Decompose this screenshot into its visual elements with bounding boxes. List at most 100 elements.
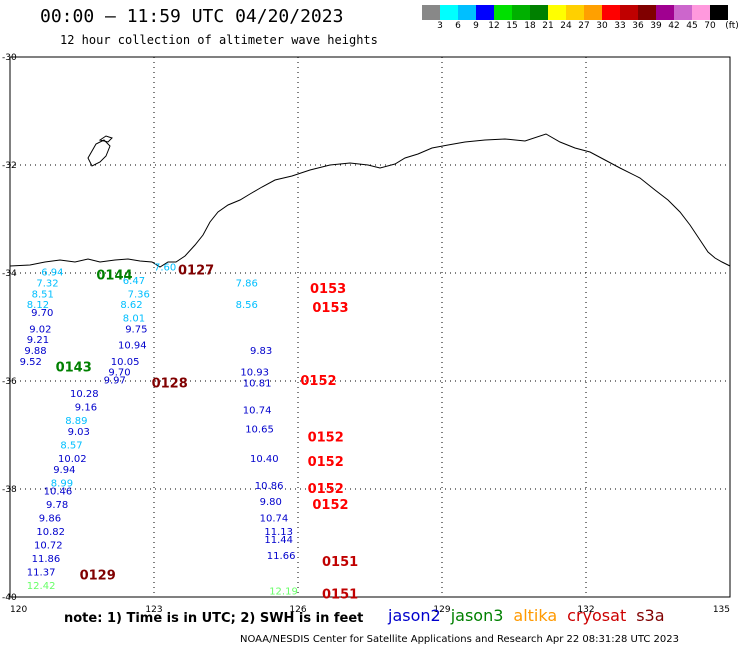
wave-height-value: 9.70 [108, 368, 130, 379]
pass-id-label: 0128 [152, 377, 188, 392]
wave-height-value: 7.60 [154, 262, 176, 273]
colorbar-swatch [620, 5, 638, 20]
colorbar-labels: 3 6 9 12 15 18 21 24 27 30 33 36 39 42 45 70 (ft) [422, 21, 740, 33]
legend-jason3: jason3 [450, 606, 504, 625]
wave-height-value: 7.36 [128, 289, 150, 300]
wave-height-value: 8.01 [123, 314, 145, 325]
colorbar-label: 15 [506, 21, 518, 31]
pass-id-label: 0127 [178, 263, 214, 278]
colorbar-swatch [422, 5, 440, 20]
wave-height-value: 10.46 [44, 486, 73, 497]
lon-tick-label: 126 [289, 605, 306, 615]
island [87, 139, 111, 167]
colorbar-label: 9 [473, 21, 479, 31]
wave-height-value: 6.94 [41, 268, 63, 279]
wave-height-value: 10.93 [240, 368, 269, 379]
colorbar-swatch [530, 5, 548, 20]
wave-height-colorbar [422, 5, 728, 20]
wave-height-value: 9.80 [260, 497, 282, 508]
legend-s3a: s3a [636, 606, 665, 625]
legend-jason2: jason2 [388, 606, 441, 625]
lat-tick-label: -30 [2, 53, 17, 63]
wave-height-value: 8.57 [60, 441, 82, 452]
wave-height-value: 10.40 [250, 454, 279, 465]
wave-height-value: 9.88 [24, 346, 46, 357]
colorbar-label: 39 [650, 21, 662, 31]
lat-tick-label: -40 [2, 593, 17, 603]
pass-id-label: 0152 [312, 498, 348, 513]
colorbar-swatch [566, 5, 584, 20]
altimeter-tracks: 9.709.029.219.889.5210.289.169.0310.029.… [20, 262, 298, 597]
wave-height-value: 10.05 [111, 357, 140, 368]
colorbar-label: 24 [560, 21, 572, 31]
colorbar-swatch [584, 5, 602, 20]
colorbar-swatch [458, 5, 476, 20]
wave-height-value: 10.02 [58, 454, 87, 465]
wave-height-value: 9.75 [125, 324, 147, 335]
page-title: 00:00 — 11:59 UTC 04/20/2023 [40, 6, 344, 27]
wave-height-value: 10.74 [243, 405, 272, 416]
page-subtitle: 12 hour collection of altimeter wave hei… [60, 33, 378, 47]
lat-tick-label: -34 [2, 269, 17, 279]
footer-text: NOAA/NESDIS Center for Satellite Applica… [240, 634, 679, 645]
wave-height-value: 8.56 [236, 300, 258, 311]
pass-id-label: 0153 [312, 301, 348, 316]
small-island [98, 135, 113, 143]
wave-height-value: 8.99 [51, 478, 73, 489]
lat-tick-label: -38 [2, 485, 17, 495]
colorbar-label: 6 [455, 21, 461, 31]
pass-id-label: 0151 [322, 555, 358, 570]
wave-height-value: 10.72 [34, 540, 63, 551]
wave-height-value: 8.12 [27, 300, 49, 311]
colorbar-swatch [710, 5, 728, 20]
pass-id-label: 0152 [300, 374, 336, 389]
wave-height-value: 8.89 [65, 416, 87, 427]
lon-tick-label: 135 [713, 605, 730, 615]
pass-id-label: 0144 [96, 269, 132, 284]
map-frame [9, 56, 731, 598]
coastline [9, 133, 731, 268]
wave-height-value: 11.37 [27, 567, 56, 578]
colorbar-label: 42 [668, 21, 680, 31]
wave-height-value: 9.02 [29, 324, 51, 335]
colorbar-swatch [548, 5, 566, 20]
legend-altika: altika [513, 606, 558, 625]
wave-height-value: 9.94 [53, 465, 75, 476]
wave-height-value: 9.83 [250, 346, 272, 357]
wave-height-value: 9.86 [39, 513, 61, 524]
axis-labels: 120 123 126 129 132 135 -30 -32 -34 -36 -38 -40 [2, 53, 730, 615]
colorbar-label: 3 [437, 21, 443, 31]
wave-height-value: 10.82 [36, 527, 65, 538]
wave-height-value: 12.42 [27, 581, 56, 592]
wave-height-value: 10.28 [70, 389, 99, 400]
wave-height-value: 10.65 [245, 424, 274, 435]
colorbar-swatch [476, 5, 494, 20]
satellite-legend: jason2 jason3 altika cryosat s3a [388, 606, 675, 625]
note-text: note: 1) Time is in UTC; 2) SWH is in fe… [64, 611, 364, 626]
wave-height-value: 10.86 [255, 481, 284, 492]
wave-height-value: 7.86 [236, 279, 258, 290]
colorbar-unit: (ft) [725, 21, 739, 31]
wave-height-value: 9.16 [75, 403, 97, 414]
colorbar-label: 12 [488, 21, 500, 31]
colorbar-label: 21 [542, 21, 554, 31]
wave-height-value: 9.70 [31, 308, 53, 319]
colorbar-label: 27 [578, 21, 590, 31]
pass-id-label: 0143 [56, 361, 92, 376]
wave-height-value: 12.19 [269, 586, 298, 597]
map-grid [10, 57, 730, 597]
wave-height-value: 11.66 [267, 551, 296, 562]
pass-id-label: 0152 [308, 482, 344, 497]
lat-tick-label: -32 [2, 161, 17, 171]
pass-id-label: 0151 [322, 587, 358, 602]
colorbar-swatch [512, 5, 530, 20]
wave-height-value: 11.86 [32, 554, 61, 565]
lon-tick-label: 129 [433, 605, 450, 615]
colorbar-label: 70 [704, 21, 716, 31]
lat-tick-label: -36 [2, 377, 17, 387]
wave-height-value: 9.78 [46, 500, 68, 511]
lon-tick-label: 132 [577, 605, 594, 615]
colorbar-swatch [656, 5, 674, 20]
wave-height-value: 7.32 [36, 279, 58, 290]
